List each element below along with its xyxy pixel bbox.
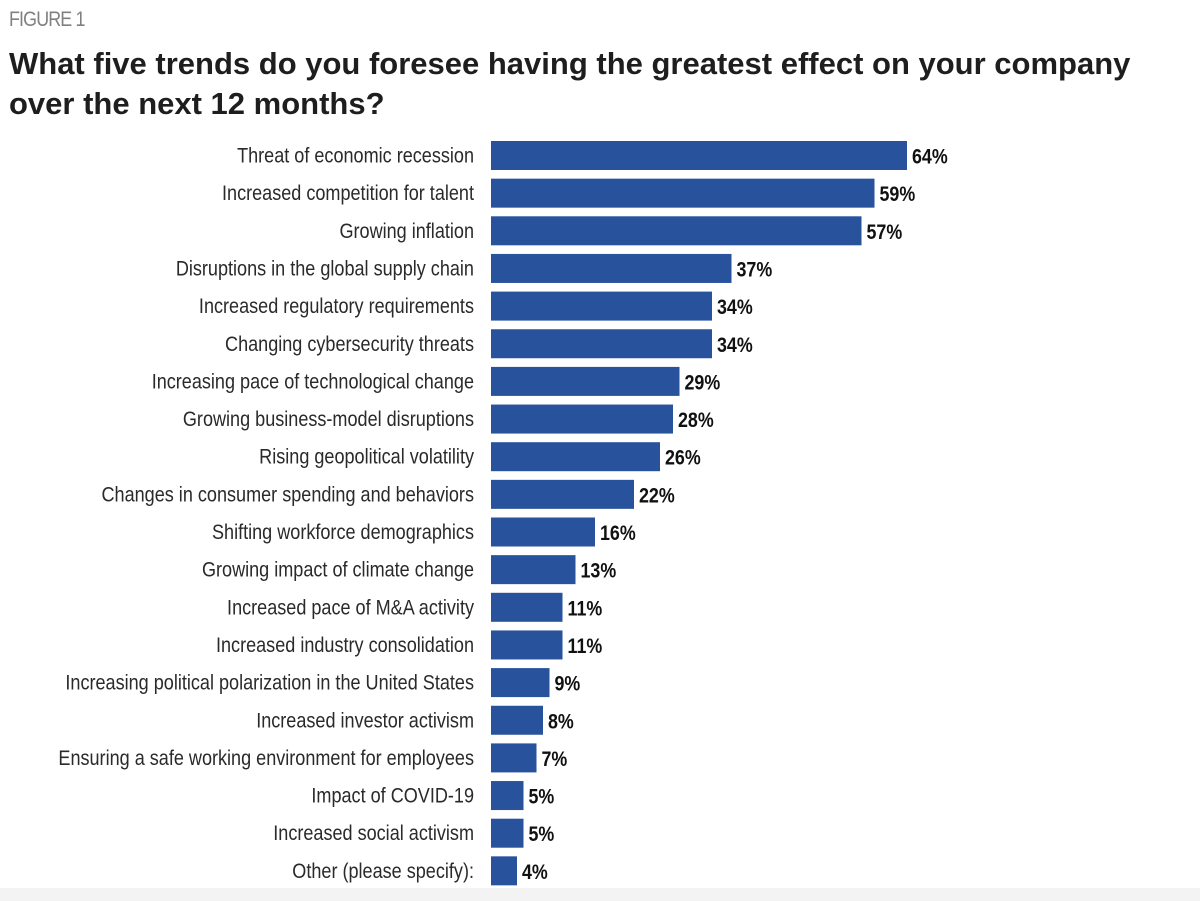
bar [491, 141, 907, 170]
bar [491, 366, 680, 396]
category-label: Growing business-model disruptions [183, 408, 474, 431]
bar [491, 555, 576, 585]
category-label: Increasing pace of technological change [152, 370, 474, 393]
bar-row: Growing business-model disruptions 28% [183, 404, 714, 434]
value-label: 34% [717, 296, 753, 319]
bar-row: Disruptions in the global supply chain 37… [176, 253, 773, 283]
category-label: Increased regulatory requirements [199, 295, 474, 318]
bar-row: Shifting workforce demographics 16% [212, 517, 636, 547]
bar [491, 781, 524, 811]
value-label: 4% [522, 861, 548, 884]
category-label: Threat of economic recession [237, 145, 474, 168]
bar [491, 668, 550, 698]
category-label: Changes in consumer spending and behavio… [102, 483, 474, 506]
category-label: Ensuring a safe working environment for … [58, 747, 474, 770]
value-label: 16% [600, 522, 636, 545]
value-label: 57% [867, 221, 903, 244]
bar-row: Increased investor activism 8% [256, 705, 574, 735]
bar [491, 253, 732, 283]
bar-row: Changes in consumer spending and behavio… [102, 479, 675, 509]
category-label: Increased competition for talent [222, 182, 474, 205]
bar [491, 592, 563, 622]
category-label: Impact of COVID-19 [311, 785, 474, 808]
value-label: 11% [568, 597, 603, 620]
bar [491, 329, 712, 359]
bar-row: Increasing political polarization in the… [65, 668, 581, 698]
value-label: 7% [542, 748, 568, 771]
value-label: 8% [548, 710, 574, 733]
bottom-strip [0, 888, 1200, 901]
category-label: Other (please specify): [292, 860, 474, 883]
bar-row: Increased competition for talent 59% [222, 178, 916, 208]
value-label: 59% [880, 183, 916, 206]
bar [491, 442, 660, 472]
bar [491, 856, 517, 886]
bar-row: Rising geopolitical volatility 26% [259, 442, 701, 472]
category-label: Growing inflation [339, 220, 474, 243]
bar-row: Growing impact of climate change 13% [202, 555, 617, 585]
category-label: Increased pace of M&A activity [227, 596, 474, 619]
bar-row: Impact of COVID-19 5% [311, 781, 555, 811]
bar-row: Changing cybersecurity threats 34% [225, 329, 753, 359]
bar [491, 216, 862, 246]
value-label: 9% [555, 673, 581, 696]
value-label: 64% [912, 146, 948, 169]
category-label: Increased social activism [273, 822, 474, 845]
bar-row: Growing inflation 57% [339, 216, 903, 246]
bar [491, 178, 875, 208]
bar-row: Other (please specify): 4% [292, 856, 548, 886]
bar-row: Increased regulatory requirements 34% [199, 291, 753, 321]
bar [491, 705, 543, 735]
bar-row: Increasing pace of technological change 2… [152, 366, 721, 396]
category-label: Disruptions in the global supply chain [176, 257, 474, 280]
category-label: Changing cybersecurity threats [225, 333, 474, 356]
value-label: 11% [568, 635, 603, 658]
figure-label: FIGURE 1 [9, 8, 85, 31]
value-label: 5% [529, 786, 555, 809]
category-label: Shifting workforce demographics [212, 521, 474, 544]
value-label: 13% [581, 560, 617, 583]
bar [491, 291, 712, 321]
category-label: Increased industry consolidation [216, 634, 474, 657]
value-label: 34% [717, 334, 753, 357]
bar-row: Increased social activism 5% [273, 818, 555, 848]
bar [491, 743, 537, 773]
category-label: Rising geopolitical volatility [259, 446, 474, 469]
bar-row: Threat of economic recession 64% [237, 141, 948, 170]
bar-row: Increased industry consolidation 11% [216, 630, 603, 660]
category-label: Increased investor activism [256, 709, 474, 732]
category-label: Increasing political polarization in the… [65, 672, 474, 695]
value-label: 37% [737, 258, 773, 281]
bar [491, 404, 673, 434]
bar-row: Ensuring a safe working environment for … [58, 743, 568, 773]
value-label: 26% [665, 447, 701, 470]
bar [491, 630, 563, 660]
value-label: 5% [529, 823, 555, 846]
value-label: 29% [685, 371, 721, 394]
chart-title: What five trends do you foresee having t… [9, 46, 1131, 121]
value-label: 28% [678, 409, 714, 432]
bar-row: Increased pace of M&A activity 11% [227, 592, 603, 622]
value-label: 22% [639, 484, 675, 507]
category-label: Growing impact of climate change [202, 559, 474, 582]
bar [491, 517, 595, 547]
bar [491, 479, 634, 509]
bar [491, 818, 524, 848]
